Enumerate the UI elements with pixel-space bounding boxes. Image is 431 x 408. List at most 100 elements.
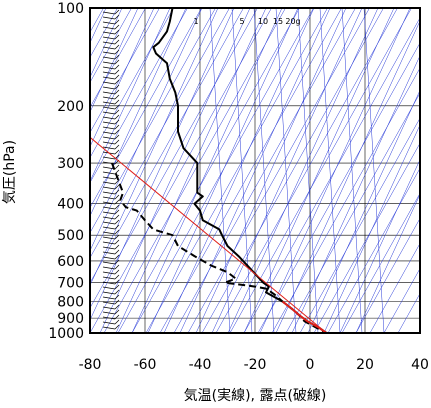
mixing-ratio-line <box>319 8 341 333</box>
wind-barb <box>114 79 120 85</box>
reference-line <box>90 136 327 333</box>
adiabat-line <box>90 8 235 321</box>
wind-barb <box>102 326 116 330</box>
mixing-ratio-line <box>341 8 363 333</box>
wind-barb <box>114 319 120 325</box>
mixing-ratio-label: 1 <box>193 17 198 26</box>
wind-barb <box>114 144 120 150</box>
isotherm-line <box>90 8 146 108</box>
wind-barb <box>102 11 116 15</box>
wind-barb <box>102 316 116 320</box>
adiabat-line <box>211 8 363 333</box>
wind-barb <box>102 186 116 190</box>
wind-barb <box>102 306 116 310</box>
wind-barb <box>114 204 120 210</box>
adiabat-line <box>243 8 395 333</box>
mixing-ratio-label: 5 <box>239 17 244 26</box>
wind-barb <box>102 81 116 85</box>
wind-barb <box>114 274 120 280</box>
isotherm-line <box>327 167 420 333</box>
wind-barb <box>114 214 120 220</box>
wind-barb <box>102 246 116 250</box>
wind-barb <box>102 76 116 80</box>
wind-barb <box>114 49 120 55</box>
y-axis-title: 気圧(hPa) <box>2 140 18 204</box>
wind-barb <box>114 24 120 30</box>
wind-barb <box>102 276 116 280</box>
wind-barb <box>102 301 116 305</box>
wind-barb <box>102 281 116 285</box>
isotherm-line <box>103 8 286 333</box>
wind-barb <box>114 14 120 20</box>
isotherm-line <box>313 142 420 333</box>
wind-barb <box>102 21 116 25</box>
wind-barb <box>102 41 116 45</box>
wind-barb <box>102 96 116 100</box>
y-tick-label: 200 <box>57 99 84 115</box>
wind-barb <box>114 169 120 175</box>
wind-barb <box>114 284 120 290</box>
isotherm-line <box>90 8 230 259</box>
wind-barb <box>102 201 116 205</box>
wind-barb <box>114 199 120 205</box>
wind-barb <box>102 266 116 270</box>
wind-barb <box>114 119 120 125</box>
wind-barb <box>102 111 116 115</box>
wind-barb <box>114 139 120 145</box>
adiabat-line <box>147 8 299 333</box>
wind-barb <box>114 54 120 60</box>
wind-barb <box>102 56 116 60</box>
isotherm-line <box>355 217 420 333</box>
wind-barb <box>114 29 120 35</box>
wind-barb <box>102 26 116 30</box>
wind-barb <box>114 264 120 270</box>
wind-barb <box>114 244 120 250</box>
isotherm-line <box>159 8 342 333</box>
adiabat-line <box>323 124 420 333</box>
wind-barb <box>102 271 116 275</box>
y-tick-label: 700 <box>57 276 84 292</box>
wind-barb <box>102 216 116 220</box>
wind-barb <box>114 44 120 50</box>
wind-barb <box>102 311 116 315</box>
y-tick-label: 900 <box>57 311 84 327</box>
wind-barb <box>102 116 116 120</box>
wind-barb <box>114 34 120 40</box>
wind-barb <box>114 324 120 330</box>
adiabat-line <box>90 8 123 78</box>
isotherm-line <box>271 67 420 333</box>
x-tick-label: -60 <box>134 357 157 373</box>
wind-barb <box>114 109 120 115</box>
wind-barb <box>102 221 116 225</box>
wind-barb <box>102 131 116 135</box>
wind-barb <box>114 74 120 80</box>
wind-barb <box>114 269 120 275</box>
wind-barb <box>114 184 120 190</box>
wind-barb <box>102 86 116 90</box>
wind-barb <box>114 89 120 95</box>
plot-area <box>90 8 420 333</box>
wind-barb <box>102 51 116 55</box>
adiabat-line <box>291 55 420 333</box>
adiabat-line <box>90 8 203 252</box>
wind-barb <box>114 289 120 295</box>
wind-barb <box>114 234 120 240</box>
mixing-ratio-line <box>253 8 275 333</box>
wind-barb <box>102 146 116 150</box>
isotherm-line <box>369 242 420 333</box>
isotherm-line <box>187 8 370 333</box>
wind-barb <box>102 251 116 255</box>
wind-barb <box>102 236 116 240</box>
adiabat-line <box>355 193 420 333</box>
mixing-ratio-line <box>275 8 297 333</box>
adiabat-line <box>90 8 171 182</box>
isotherm-lines <box>90 8 420 333</box>
wind-barb <box>114 249 120 255</box>
mixing-ratio-line <box>297 8 319 333</box>
adiabat-line <box>90 8 187 217</box>
wind-barb <box>114 224 120 230</box>
wind-barb <box>114 134 120 140</box>
wind-barb <box>102 36 116 40</box>
wind-barb <box>114 309 120 315</box>
wind-barb <box>102 61 116 65</box>
